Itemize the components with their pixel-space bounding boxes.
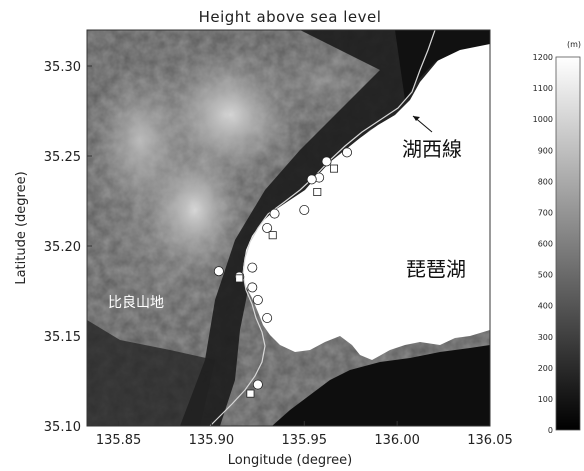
circle-marker xyxy=(247,262,258,273)
circle-marker xyxy=(262,222,273,233)
plot-frame xyxy=(86,29,491,427)
terrain-southeast-land xyxy=(272,345,490,426)
circle-marker xyxy=(269,208,280,219)
x-tick-label: 135.95 xyxy=(282,433,328,448)
colorbar-tick-label: 700 xyxy=(538,208,553,217)
colorbar-tick-label: 100 xyxy=(538,395,553,404)
colorbar-tick-label: 200 xyxy=(538,364,553,373)
colorbar-tick-label: 0 xyxy=(548,426,553,435)
x-tick-label: 136.05 xyxy=(467,433,513,448)
y-tick-label: 35.30 xyxy=(44,60,81,75)
colorbar xyxy=(555,56,581,431)
circle-marker xyxy=(306,174,317,185)
annotation-arrowhead xyxy=(413,116,420,121)
kosei-line-railway xyxy=(209,30,436,426)
terrain-lowland-southwest xyxy=(87,320,215,426)
annotation-hira-mountains: 比良山地 xyxy=(108,295,164,311)
circle-marker xyxy=(321,156,332,167)
circle-marker xyxy=(247,282,258,293)
square-marker xyxy=(313,187,322,196)
circle-marker xyxy=(262,312,273,323)
square-marker xyxy=(329,164,338,173)
x-axis-title: Longitude (degree) xyxy=(228,453,353,468)
terrain-northeast-land xyxy=(395,30,490,100)
circle-marker xyxy=(299,204,310,215)
square-marker xyxy=(235,274,244,283)
x-tick-label: 136.00 xyxy=(374,433,420,448)
map-title: Height above sea level xyxy=(199,8,382,26)
colorbar-tick-label: 900 xyxy=(538,146,553,155)
y-tick-label: 35.15 xyxy=(44,330,81,345)
circle-marker xyxy=(213,266,224,277)
colorbar-tick-label: 600 xyxy=(538,240,553,249)
square-marker xyxy=(246,389,255,398)
y-tick-label: 35.20 xyxy=(44,240,81,255)
circle-marker xyxy=(341,147,352,158)
annotation-kosei-line: 湖西線 xyxy=(402,137,462,161)
y-axis-title: Latitude (degree) xyxy=(14,171,29,284)
y-axis: 35.30 35.25 35.20 35.15 35.10 xyxy=(44,60,92,435)
colorbar-tick-label: 1000 xyxy=(533,115,553,124)
y-tick-label: 35.10 xyxy=(44,420,81,435)
x-tick-label: 135.90 xyxy=(189,433,235,448)
colorbar-tick-label: 1200 xyxy=(533,53,553,62)
terrain-plot xyxy=(87,30,490,426)
circle-marker xyxy=(252,379,263,390)
station-markers xyxy=(213,147,352,398)
colorbar-tick-label: 500 xyxy=(538,271,553,280)
colorbar-tick-label: 800 xyxy=(538,177,553,186)
colorbar-tick-label: 1100 xyxy=(533,84,553,93)
x-axis: 135.85 135.90 135.95 136.00 136.05 xyxy=(96,421,513,448)
colorbar-tick-label: 300 xyxy=(538,333,553,342)
x-tick-label: 135.85 xyxy=(96,433,142,448)
colorbar-unit: (m) xyxy=(567,40,581,49)
square-marker xyxy=(268,231,277,240)
lake-biwa xyxy=(243,40,490,360)
annotation-lake-biwa: 琵琶湖 xyxy=(406,257,466,281)
circle-marker xyxy=(252,294,263,305)
y-tick-label: 35.25 xyxy=(44,150,81,165)
colorbar-tick-label: 400 xyxy=(538,302,553,311)
